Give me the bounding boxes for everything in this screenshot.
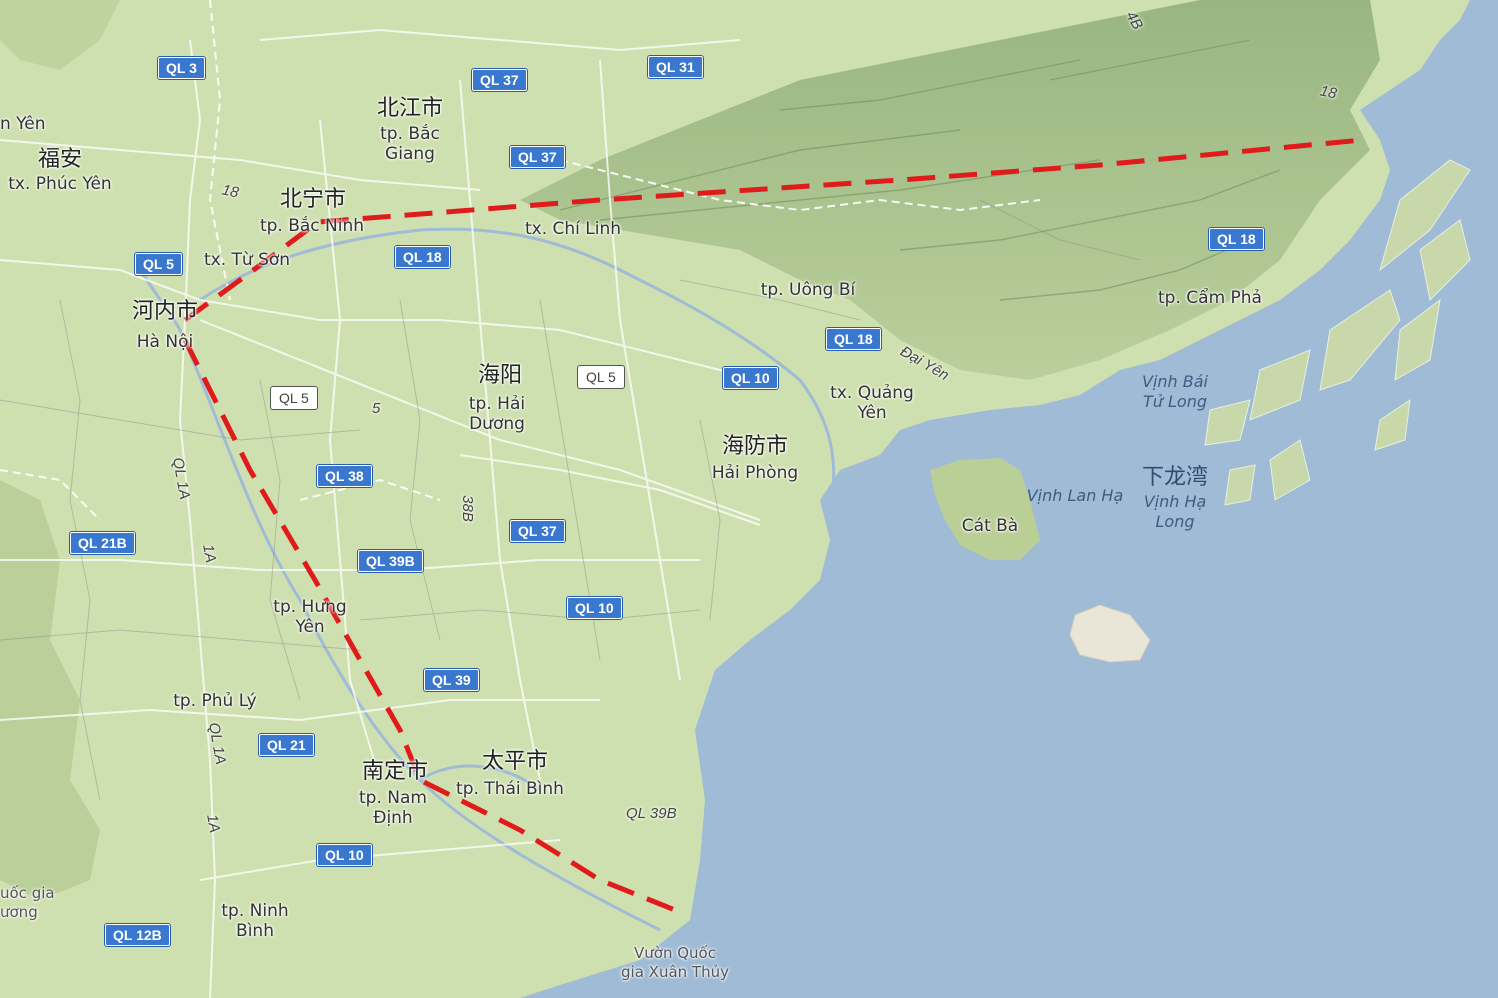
shield-ql31: QL 31: [648, 56, 703, 78]
label-phuc-yen: tx. Phúc Yên: [8, 174, 112, 194]
label-phuc-yen-zh: 福安: [37, 147, 82, 172]
minor-roads: [0, 199, 1141, 801]
label-thai-binh-zh: 太平市: [481, 749, 548, 774]
label-cam-pha: tp. Cẩm Phả: [1158, 288, 1262, 308]
label-bac-ninh: tp. Bắc Ninh: [259, 216, 365, 236]
label-ha-long-zh: 下龙湾: [1141, 465, 1208, 490]
shield-ql18-b: QL 18: [1209, 228, 1264, 250]
label-nam-dinh: tp. Nam Định: [359, 788, 427, 828]
shield-ql21b: QL 21B: [70, 532, 135, 554]
shield-ql5-c: QL 5: [271, 387, 317, 409]
label-uong-bi: tp. Uông Bí: [760, 280, 856, 300]
sand-island: [1069, 604, 1151, 663]
road-label-1a-a: 1A: [199, 542, 220, 565]
mountain-ridges: [559, 39, 1281, 301]
shield-ql5-b: QL 5: [578, 366, 624, 388]
label-vinh-bai-tu-long: Vịnh Bái Tử Long: [1142, 372, 1208, 411]
shield-ql10-a: QL 10: [723, 367, 778, 389]
roads: [0, 28, 761, 998]
road-label-5: 5: [372, 400, 381, 417]
shield-ql10-b: QL 10: [567, 597, 622, 619]
label-chi-linh: tx. Chí Linh: [524, 219, 622, 239]
road-label-18-a: 18: [220, 181, 241, 202]
label-ha-noi-zh: 河内市: [131, 299, 198, 324]
shield-ql3: QL 3: [158, 57, 205, 79]
province-borders: [0, 0, 1041, 521]
label-hai-duong: tp. Hải Dương: [468, 394, 526, 434]
label-ha-noi: Hà Nội: [136, 332, 194, 352]
label-uoc-gia: uốc gia ương: [0, 884, 55, 921]
label-quang-yen: tx. Quảng Yên: [830, 383, 914, 423]
shield-ql18-a: QL 18: [395, 246, 450, 268]
label-nam-dinh-zh: 南定市: [361, 759, 428, 784]
shield-ql5-a: QL 5: [135, 253, 182, 275]
shield-ql10-c: QL 10: [317, 844, 372, 866]
label-n-yen: n Yên: [0, 114, 46, 134]
shield-ql38: QL 38: [317, 465, 372, 487]
shield-ql39b: QL 39B: [358, 550, 423, 572]
label-bac-giang-zh: 北江市: [376, 96, 443, 121]
label-vinh-lan-ha: Vịnh Lan Hạ: [1026, 486, 1124, 505]
label-cat-ba: Cát Bà: [961, 516, 1019, 536]
dashed-route: [182, 137, 1363, 915]
label-vinh-ha-long: Vịnh Hạ Long: [1143, 492, 1207, 531]
shield-ql12b: QL 12B: [105, 924, 170, 946]
label-tu-son: tx. Từ Sơn: [203, 250, 291, 270]
label-hung-yen: tp. Hưng Yên: [273, 597, 347, 637]
shield-ql21: QL 21: [259, 734, 314, 756]
shield-ql18-c: QL 18: [826, 328, 881, 350]
label-hai-duong-zh: 海阳: [477, 363, 522, 388]
label-phu-ly: tp. Phủ Lý: [173, 691, 257, 711]
label-hai-phong-zh: 海防市: [721, 434, 788, 459]
ha-long-islands: [1204, 159, 1471, 506]
label-thai-binh: tp. Thái Bình: [456, 779, 564, 799]
shield-ql37-a: QL 37: [472, 69, 527, 91]
label-xuan-thuy: Vườn Quốc gia Xuân Thủy: [621, 944, 729, 981]
shield-ql39: QL 39: [424, 669, 479, 691]
label-hai-phong: Hải Phòng: [711, 463, 799, 483]
road-label-1a-b: 1A: [203, 812, 224, 835]
road-label-38b: 38B: [458, 495, 476, 522]
label-ninh-binh: tp. Ninh Bình: [221, 901, 289, 941]
cat-ba-island: [930, 458, 1040, 560]
road-label-ql39b: QL 39B: [626, 805, 677, 822]
shield-ql37-b: QL 37: [510, 146, 565, 168]
label-bac-ninh-zh: 北宁市: [279, 187, 346, 212]
label-bac-giang: tp. Bắc Giang: [380, 124, 440, 164]
mountain-range: [520, 0, 1380, 380]
northwest-hills: [0, 0, 120, 70]
western-hills: [0, 480, 100, 900]
road-label-18-b: 18: [1318, 82, 1339, 103]
shield-ql37-c: QL 37: [510, 520, 565, 542]
